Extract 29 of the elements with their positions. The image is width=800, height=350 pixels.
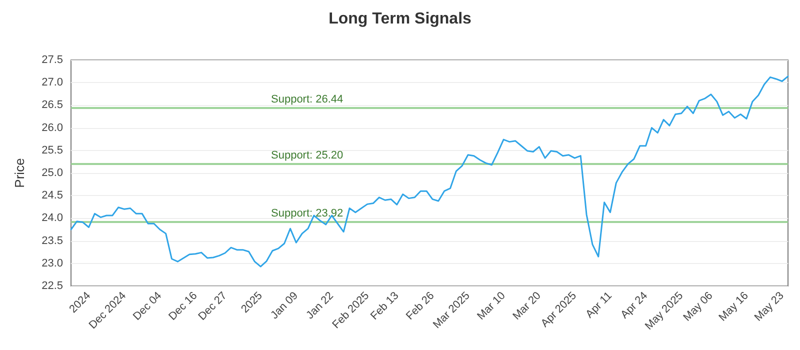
x-tick-label: Jan 09	[268, 290, 300, 322]
x-tick-label: May 06	[681, 290, 716, 324]
x-tick-label: Apr 24	[618, 290, 650, 322]
y-tick-label: 26.0	[42, 122, 63, 134]
x-tick-label: Feb 13	[368, 290, 402, 322]
y-tick-label: 26.5	[42, 99, 63, 112]
y-tick-label: 23.0	[42, 257, 63, 270]
x-tick-label: Dec 27	[196, 290, 230, 323]
ref-line-label: Support: 23.92	[271, 207, 344, 220]
x-tick-label: Dec 04	[131, 290, 164, 323]
y-tick-label: 27.0	[42, 76, 63, 89]
ref-line-label: Support: 25.20	[271, 149, 344, 162]
chart-title: Long Term Signals	[328, 10, 472, 28]
x-tick-label: Mar 10	[475, 290, 508, 322]
x-tick-label: Apr 11	[584, 290, 614, 321]
x-tick-label: Mar 20	[510, 290, 544, 322]
y-tick-label: 25.0	[42, 167, 63, 179]
line-series	[70, 76, 789, 268]
y-tick-label: 25.5	[42, 144, 63, 156]
x-tick-label: Feb 26	[404, 290, 437, 322]
y-tick-label: 24.0	[42, 212, 63, 224]
x-tick-label: May 23	[752, 290, 786, 324]
y-tick-label: 24.5	[42, 190, 63, 202]
y-tick-label: 27.5	[42, 54, 63, 66]
y-axis-title: Price	[12, 158, 27, 188]
x-tick-label: May 16	[716, 290, 751, 324]
ref-line-label: Support: 26.44	[271, 93, 344, 106]
y-tick-label: 23.5	[42, 234, 63, 247]
y-tick-label: 22.5	[42, 280, 63, 292]
